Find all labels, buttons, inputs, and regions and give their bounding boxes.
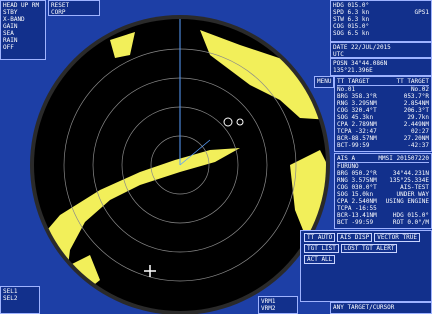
text-line: HDG 015.0° (333, 2, 429, 9)
text-line: 135°21.396E (333, 67, 429, 74)
cell: BCT-99:59 (337, 142, 370, 149)
header-cell: TT TARGET (337, 78, 370, 85)
header-cell: MMSI 201507220 (378, 155, 429, 162)
footer: ANY TARGET/CURSOR (330, 302, 432, 314)
table-row: CPA 2.540NM USING ENGINE (337, 198, 429, 205)
table-row: FURUNO (337, 163, 429, 170)
text-line: SEL1 (3, 288, 37, 295)
cell: TCPA -32:47 (337, 128, 377, 135)
table-row: BRG 358.3°R 053.7°R (337, 93, 429, 100)
text-line: HEAD UP RM (3, 2, 43, 9)
cell: SOG 45.3kn (337, 114, 373, 121)
cell: RNG 3.295NM (337, 100, 377, 107)
text-line: X-BAND (3, 16, 43, 23)
text-line: SEA (3, 30, 43, 37)
text-line: CORP (51, 9, 97, 16)
cell: 135°25.334E (389, 177, 429, 184)
text-line: STW 6.3 kn (333, 16, 429, 23)
cell: BRG 050.2°R (337, 170, 377, 177)
text-line: UTC (333, 51, 429, 58)
button[interactable]: ACT ALL (304, 255, 335, 264)
text-line: STBY (3, 9, 43, 16)
cell: COG 320.4°T (337, 107, 377, 114)
header-cell: TT TARGET (396, 78, 429, 85)
button[interactable]: VECTOR TRUE (374, 233, 420, 242)
text-line: RESET (51, 2, 97, 9)
table-row: SOG 45.3kn 29.7kn (337, 114, 429, 121)
text-line: RAIN (3, 37, 43, 44)
button[interactable]: TT AUTO (304, 233, 335, 242)
cell: CPA 2.540NM (337, 198, 377, 205)
cell: AIS-TEST (400, 184, 429, 191)
cell: HDG 015.0° (393, 212, 429, 219)
table-row: No.01 No.02 (337, 86, 429, 93)
header-cell: AIS A (337, 155, 355, 162)
cell: SOG 15.0kn (337, 191, 373, 198)
table-row: RNG 3.295NM 2.854NM (337, 100, 429, 107)
button[interactable]: AIS DISP (337, 233, 372, 242)
table-row: CPA 2.789NM 2.449NM (337, 121, 429, 128)
table-row: RNG 3.575NM 135°25.334E (337, 177, 429, 184)
text-line: GAIN (3, 23, 43, 30)
menu[interactable]: MENU (314, 76, 334, 88)
text-line: POSN 34°44.086N (333, 60, 429, 67)
table-row: SOG 15.0kn UNDER WAY (337, 191, 429, 198)
cell: 02:27 (411, 128, 429, 135)
cell: CPA 2.789NM (337, 121, 377, 128)
table-row: BCT -99:59 ROT 0.0°/M (337, 219, 429, 226)
text-line: OFF (3, 44, 43, 51)
table-row: TCPA -32:47 02:27 (337, 128, 429, 135)
button[interactable]: LOST TGT ALERT (341, 244, 398, 253)
table-row: COG 320.4°T 206.3°T (337, 107, 429, 114)
cell: FURUNO (337, 163, 359, 170)
table-row: BCR-88.57NM 27.20NM (337, 135, 429, 142)
cell: COG 030.0°T (337, 184, 377, 191)
text-line: COG 015.0° (333, 23, 429, 30)
cell: RNG 3.575NM (337, 177, 377, 184)
text-line: SOG 6.5 kn (333, 30, 429, 37)
cell: ROT 0.0°/M (393, 219, 429, 226)
radar-screen: HEAD UP RMSTBYX-BANDGAINSEARAINOFF RESET… (0, 0, 432, 314)
table-row: BCT-99:59 -42:37 (337, 142, 429, 149)
table-row: BRG 050.2°R 34°44.231N (337, 170, 429, 177)
cell: -42:37 (407, 142, 429, 149)
cell: 206.3°T (404, 107, 429, 114)
table-row: BCR-13.41NM HDG 015.0° (337, 212, 429, 219)
cell: No.02 (411, 86, 429, 93)
text-line: DATE 22/JUL/2015 (333, 44, 429, 51)
cell: 2.854NM (404, 100, 429, 107)
cell: TCPA -16:55 (337, 205, 377, 212)
text-line: SEL2 (3, 295, 37, 302)
text-line: VRM2 (261, 305, 295, 312)
cell: BCR-13.41NM (337, 212, 377, 219)
source: GPS1 (415, 9, 429, 16)
cell: No.01 (337, 86, 355, 93)
cell: 27.20NM (404, 135, 429, 142)
table-header: TT TARGET TT TARGET (337, 78, 429, 86)
table-row: TCPA -16:55 (337, 205, 429, 212)
table-row: COG 030.0°T AIS-TEST (337, 184, 429, 191)
table-header: AIS A MMSI 201507220 (337, 155, 429, 163)
cell: USING ENGINE (386, 198, 429, 205)
text-line: VRM1 (261, 298, 295, 305)
cell: UNDER WAY (396, 191, 429, 198)
button[interactable]: TGT LIST (304, 244, 339, 253)
cell: 29.7kn (407, 114, 429, 121)
cell: BCR-88.57NM (337, 135, 377, 142)
cell: 2.449NM (404, 121, 429, 128)
cell: BCT -99:59 (337, 219, 373, 226)
cell: 34°44.231N (393, 170, 429, 177)
cell: BRG 358.3°R (337, 93, 377, 100)
cell: 053.7°R (404, 93, 429, 100)
